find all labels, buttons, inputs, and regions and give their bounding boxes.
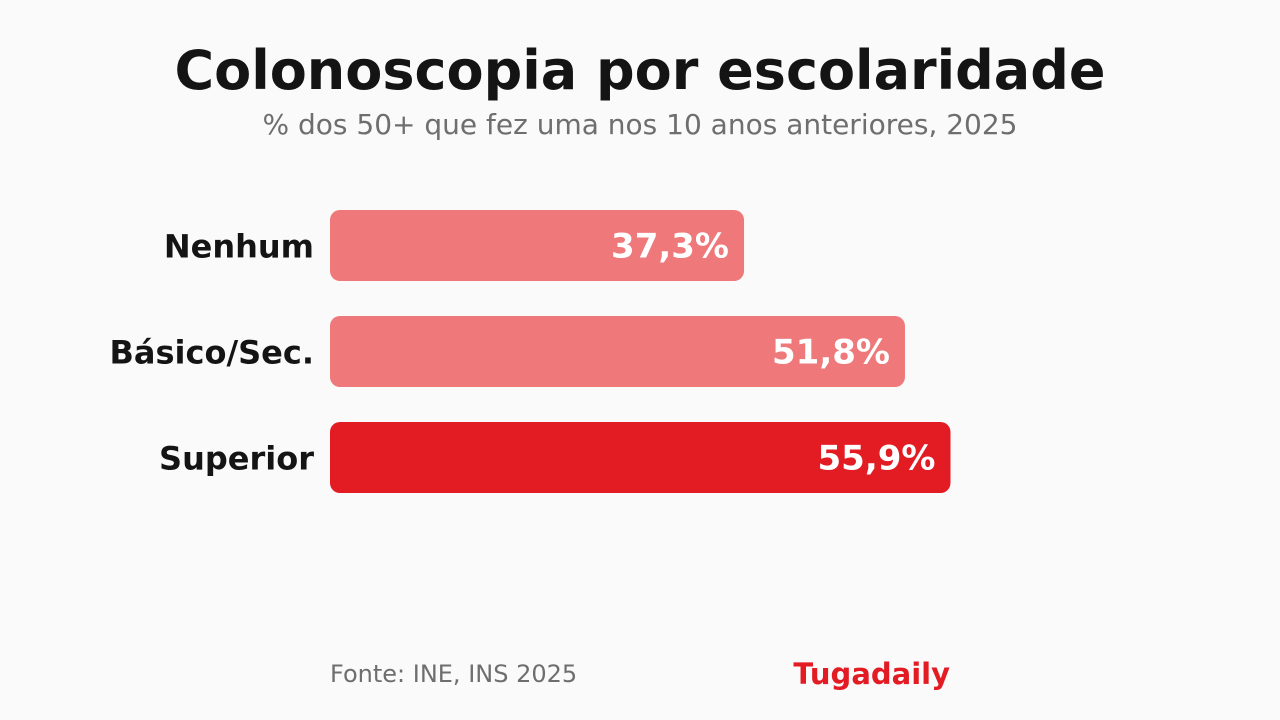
category-label-2: Superior [159,440,314,478]
category-label-1: Básico/Sec. [109,334,314,372]
brand-logo: Tugadaily [793,657,950,691]
chart-title: Colonoscopia por escolaridade [174,39,1106,102]
bar-1 [330,316,905,387]
value-label-2: 55,9% [818,439,936,479]
chart-subtitle: % dos 50+ que fez uma nos 10 anos anteri… [262,108,1018,141]
source-note: Fonte: INE, INS 2025 [330,660,578,688]
bar-0 [330,210,745,281]
bar-2 [330,422,951,493]
value-label-1: 51,8% [772,333,890,373]
value-label-0: 37,3% [611,227,729,267]
category-label-0: Nenhum [164,228,314,266]
